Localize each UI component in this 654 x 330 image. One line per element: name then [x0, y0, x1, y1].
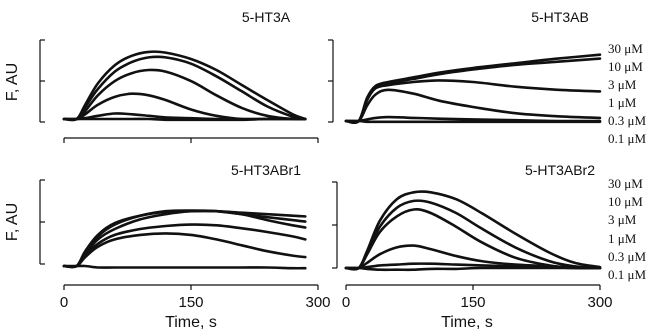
x-tick-label: 0 — [60, 294, 68, 311]
concentration-label: 30 μM — [608, 176, 643, 191]
trace-3 — [62, 68, 307, 121]
y-axis-label: F, AU — [4, 203, 21, 241]
trace-2 — [62, 55, 307, 122]
concentration-label: 3 μM — [608, 212, 637, 227]
x-axis-label: Time, s — [165, 314, 217, 330]
trace-6 — [62, 264, 307, 270]
trace-3 — [62, 209, 307, 269]
trace-6 — [344, 119, 602, 124]
concentration-label: 10 μM — [608, 59, 643, 74]
panel-title: 5-HT3AB — [531, 9, 589, 25]
concentration-labels-bottom: 30 μM 10 μM 3 μM 1 μM 0.3 μM 0.1 μM — [608, 176, 646, 282]
trace-1 — [344, 190, 602, 271]
concentration-label: 1 μM — [608, 95, 637, 110]
trace-6 — [62, 117, 307, 122]
x-tick-label: 0 — [342, 294, 350, 311]
panel-title: 5-HT3A — [242, 9, 291, 25]
x-axis-label: Time, s — [441, 314, 493, 330]
concentration-label: 3 μM — [608, 77, 637, 92]
panel-title: 5-HT3ABr2 — [525, 162, 595, 178]
trace-6 — [344, 266, 602, 272]
concentration-label: 0.1 μM — [608, 267, 646, 282]
chart-panel-4: 5-HT3ABr2 0 150 300 Time, s — [332, 162, 613, 330]
y-axis-label: F, AU — [4, 63, 21, 101]
chart-panel-2: 5-HT3AB — [328, 9, 602, 125]
concentration-label: 0.3 μM — [608, 113, 646, 128]
x-tick-label: 300 — [587, 294, 612, 311]
panel-title: 5-HT3ABr1 — [231, 162, 301, 178]
concentration-label: 30 μM — [608, 41, 643, 56]
trace-5 — [344, 115, 602, 123]
concentration-label: 1 μM — [608, 231, 637, 246]
concentration-labels-top: 30 μM 10 μM 3 μM 1 μM 0.3 μM 0.1 μM — [608, 41, 646, 146]
concentration-label: 10 μM — [608, 194, 643, 209]
x-tick-label: 150 — [178, 294, 203, 311]
x-tick-label: 150 — [460, 294, 485, 311]
concentration-label: 0.1 μM — [608, 131, 646, 146]
chart-panel-1: F, AU 5-HT3A — [4, 9, 319, 143]
trace-1 — [62, 50, 307, 122]
concentration-label: 0.3 μM — [608, 249, 646, 264]
trace-5 — [62, 232, 307, 268]
trace-3 — [344, 79, 602, 124]
chart-panel-3: F, AU 5-HT3ABr1 0 150 300 Time, s — [4, 162, 331, 330]
x-tick-label: 300 — [305, 294, 330, 311]
trace-4 — [344, 88, 602, 124]
